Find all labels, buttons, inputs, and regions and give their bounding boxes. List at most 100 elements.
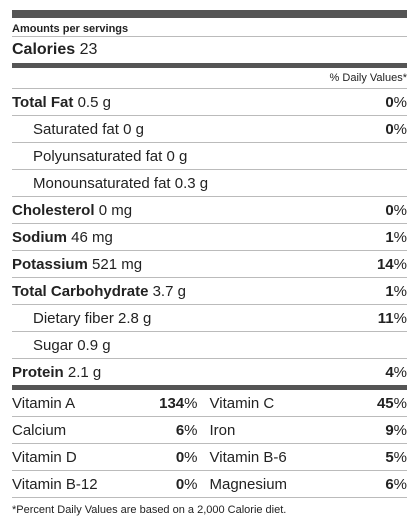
nutrient-name: Monounsaturated fat — [33, 174, 171, 192]
nutrient-dv-number: 0 — [385, 93, 394, 111]
nutrient-amount: 2.8 g — [118, 309, 152, 327]
vitamin-row: Calcium 6% Iron 9% — [12, 417, 407, 444]
calories-row: Calories 23 — [12, 37, 407, 63]
nutrient-label: Potassium 521 mg — [12, 256, 142, 273]
vitamin-name: Magnesium — [209, 475, 288, 493]
nutrient-name: Total Carbohydrate — [12, 282, 149, 300]
nutrient-name: Sodium — [12, 228, 67, 246]
calories-divider-bar — [12, 63, 407, 68]
vitamin-cell: Vitamin D 0% — [12, 449, 210, 466]
calories-label: Calories — [12, 41, 76, 58]
nutrient-label: Sodium 46 mg — [12, 229, 113, 246]
nutrient-name: Polyunsaturated fat — [33, 147, 163, 165]
vitamin-row: Vitamin B-12 0% Magnesium 6% — [12, 471, 407, 498]
nutrient-row: Total Fat 0.5 g 0% — [12, 89, 407, 116]
vitamin-daily-value: 6% — [385, 475, 407, 493]
nutrient-label: Protein 2.1 g — [12, 364, 101, 381]
nutrients-list: Total Fat 0.5 g 0% Saturated fat 0 g 0% Poly… — [12, 89, 407, 385]
nutrient-label: Polyunsaturated fat 0 g — [12, 148, 187, 165]
vitamin-daily-value: 5% — [385, 448, 407, 466]
nutrient-dv-number: 1 — [385, 282, 394, 300]
nutrient-row: Monounsaturated fat 0.3 g — [12, 170, 407, 197]
vitamin-dv-number: 6 — [175, 421, 185, 439]
nutrient-row: Sodium 46 mg 1% — [12, 224, 407, 251]
nutrient-dv-number: 11 — [377, 309, 394, 327]
vitamin-cell: Vitamin B-6 5% — [210, 449, 408, 466]
nutrient-daily-value: 1% — [385, 282, 407, 300]
divider — [12, 88, 407, 89]
nutrient-dv-number: 0 — [385, 120, 394, 138]
vitamin-cell: Vitamin C 45% — [210, 395, 408, 412]
nutrient-daily-value: 0% — [385, 201, 407, 219]
vitamin-daily-value: 6% — [175, 421, 198, 439]
nutrient-name: Dietary fiber — [33, 309, 114, 327]
nutrient-daily-value: 0% — [385, 120, 407, 138]
nutrient-label: Saturated fat 0 g — [12, 121, 144, 138]
amounts-per-serving-label: Amounts per servings — [12, 23, 129, 35]
vitamin-row: Vitamin D 0% Vitamin B-6 5% — [12, 444, 407, 471]
nutrient-amount: 0 g — [123, 120, 144, 138]
nutrient-daily-value: 11% — [377, 309, 407, 327]
vitamin-cell: Iron 9% — [210, 422, 408, 439]
nutrient-row: Polyunsaturated fat 0 g — [12, 143, 407, 170]
vitamin-name: Iron — [209, 421, 236, 439]
vitamin-daily-value: 45% — [376, 394, 407, 412]
nutrient-name: Cholesterol — [12, 201, 95, 219]
nutrient-amount: 0 g — [166, 147, 188, 165]
nutrient-row: Sugar 0.9 g — [12, 332, 407, 359]
vitamin-dv-number: 0 — [175, 448, 185, 466]
nutrient-label: Dietary fiber 2.8 g — [12, 310, 151, 327]
nutrient-label: Total Fat 0.5 g — [12, 94, 111, 111]
nutrient-name: Saturated fat — [33, 120, 119, 138]
daily-values-header: % Daily Values* — [329, 72, 407, 84]
vitamin-daily-value: 0% — [175, 475, 198, 493]
vitamin-dv-number: 9 — [385, 421, 394, 439]
nutrient-name: Protein — [12, 363, 64, 381]
vitamin-name: Vitamin B-12 — [12, 475, 98, 493]
nutrient-dv-number: 14 — [376, 255, 394, 273]
vitamin-name: Vitamin D — [12, 448, 77, 466]
vitamin-daily-value: 134% — [159, 394, 198, 412]
vitamin-dv-number: 5 — [385, 448, 394, 466]
nutrient-amount: 0 mg — [98, 201, 133, 219]
nutrient-amount: 3.7 g — [152, 282, 186, 300]
vitamin-daily-value: 9% — [385, 421, 407, 439]
nutrient-row: Dietary fiber 2.8 g 11% — [12, 305, 407, 332]
vitamins-divider-bar — [12, 385, 407, 390]
nutrient-row: Saturated fat 0 g 0% — [12, 116, 407, 143]
nutrient-name: Potassium — [12, 255, 88, 273]
vitamin-cell: Vitamin B-12 0% — [12, 476, 210, 493]
nutrient-label: Sugar 0.9 g — [12, 337, 111, 354]
nutrient-amount: 0.3 g — [174, 174, 209, 192]
nutrient-amount: 2.1 g — [67, 363, 102, 381]
nutrient-name: Total Fat — [12, 93, 74, 111]
vitamin-dv-number: 45 — [376, 394, 394, 412]
nutrient-amount: 521 mg — [92, 255, 143, 273]
nutrient-dv-number: 0 — [385, 201, 394, 219]
nutrient-row: Total Carbohydrate 3.7 g 1% — [12, 278, 407, 305]
nutrient-daily-value: 4% — [385, 363, 407, 381]
vitamin-name: Vitamin A — [12, 394, 76, 412]
vitamin-cell: Calcium 6% — [12, 422, 210, 439]
nutrition-facts-panel: Amounts per servings Calories 23 % Daily… — [12, 10, 407, 516]
vitamin-name: Calcium — [12, 421, 67, 439]
nutrient-dv-number: 1 — [385, 228, 394, 246]
vitamin-dv-number: 0 — [175, 475, 185, 493]
nutrient-amount: 46 mg — [71, 228, 113, 246]
nutrient-name: Sugar — [33, 336, 74, 354]
vitamin-cell: Magnesium 6% — [210, 476, 408, 493]
nutrient-daily-value: 0% — [385, 93, 407, 111]
nutrient-daily-value: 1% — [385, 228, 407, 246]
nutrient-row: Potassium 521 mg 14% — [12, 251, 407, 278]
nutrient-label: Total Carbohydrate 3.7 g — [12, 283, 186, 300]
footnote: *Percent Daily Values are based on a 2,0… — [12, 504, 287, 516]
vitamin-cell: Vitamin A 134% — [12, 395, 210, 412]
vitamin-name: Vitamin B-6 — [209, 448, 287, 466]
nutrient-amount: 0.9 g — [77, 336, 111, 354]
top-divider-bar — [12, 10, 407, 18]
vitamin-dv-number: 134 — [159, 394, 185, 412]
nutrient-row: Protein 2.1 g 4% — [12, 359, 407, 385]
nutrient-daily-value: 14% — [376, 255, 407, 273]
calories-value: 23 — [79, 41, 98, 58]
vitamin-row: Vitamin A 134% Vitamin C 45% — [12, 390, 407, 417]
